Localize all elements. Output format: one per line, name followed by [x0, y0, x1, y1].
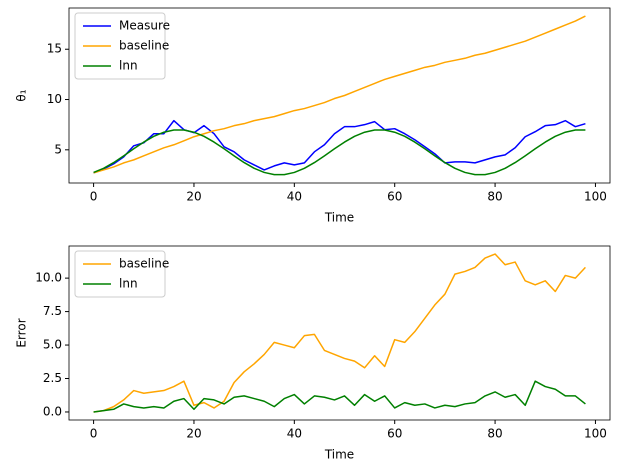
legend-box [74, 250, 166, 298]
x-tick-label: 20 [186, 190, 201, 204]
series-line [93, 380, 586, 413]
x-tick-label: 40 [287, 190, 302, 204]
series-line [93, 253, 586, 413]
y-tick-label: 7.5 [43, 304, 62, 318]
x-tick-label: 80 [487, 427, 502, 441]
x-tick-label: 0 [90, 427, 98, 441]
y-axis-label: θ₁ [15, 89, 29, 101]
x-tick-label: 40 [287, 427, 302, 441]
legend-label: baseline [119, 257, 169, 271]
x-tick-label: 100 [584, 427, 607, 441]
axes-frame [68, 7, 611, 184]
axes: 0 20 40 60 80 100 0.0 2.5 5.0 7.5 10.0 Time Error bas… [15, 245, 611, 462]
legend-label: lnn [119, 59, 138, 73]
x-axis-label: Time [324, 211, 354, 225]
y-axis-label: Error [15, 318, 29, 347]
x-axis-label: Time [324, 448, 354, 462]
y-tick-label: 0.0 [43, 404, 62, 418]
y-tick-label: 10.0 [35, 271, 62, 285]
axes-frame [68, 245, 611, 421]
legend-label: lnn [119, 277, 138, 291]
legend-label: baseline [119, 39, 169, 53]
x-tick-label: 60 [387, 427, 402, 441]
x-tick-label: 80 [487, 190, 502, 204]
legend: Measure baseline lnn [74, 12, 170, 80]
y-tick-label: 2.5 [43, 371, 62, 385]
y-tick-label: 5 [54, 142, 62, 156]
series-line [93, 129, 586, 176]
series-line [93, 119, 586, 174]
axes: 0 20 40 60 80 100 5 10 15 Time θ₁ Measure baseline ln… [15, 7, 611, 225]
legend-box [74, 12, 166, 80]
legend-label: Measure [119, 19, 170, 33]
y-tick-label: 15 [47, 42, 62, 56]
x-tick-label: 20 [186, 427, 201, 441]
x-tick-label: 60 [387, 190, 402, 204]
x-tick-label: 0 [90, 190, 98, 204]
series-line [93, 15, 586, 174]
y-tick-label: 5.0 [43, 338, 62, 352]
y-tick-label: 10 [47, 92, 62, 106]
x-tick-label: 100 [584, 190, 607, 204]
legend: baseline lnn [74, 250, 169, 298]
